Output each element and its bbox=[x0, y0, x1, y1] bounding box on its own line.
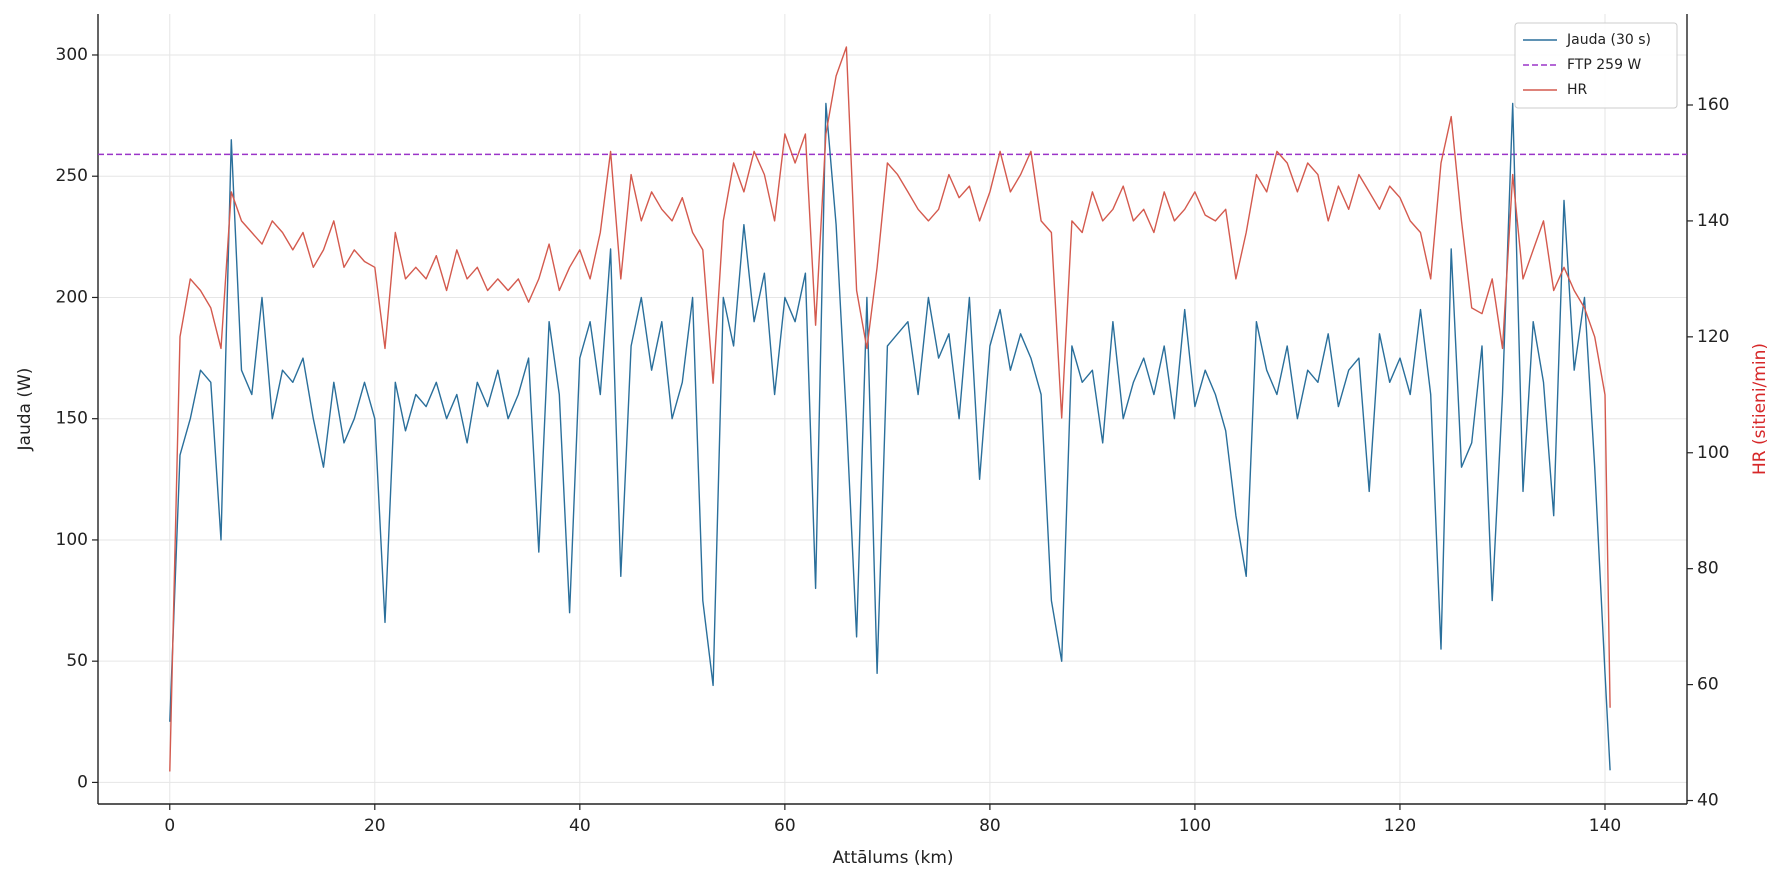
legend-label: HR bbox=[1567, 82, 1588, 98]
y2-tick-label: 160 bbox=[1697, 95, 1729, 115]
y-tick-label: 150 bbox=[56, 409, 88, 429]
legend-box bbox=[1514, 22, 1678, 109]
y-tick-label: 0 bbox=[77, 772, 88, 792]
x-axis-label: Attālums (km) bbox=[832, 848, 953, 868]
legend-label: FTP 259 W bbox=[1567, 57, 1641, 73]
y2-axis-label: HR (sitieni/min) bbox=[1750, 343, 1770, 475]
x-tick-label: 20 bbox=[364, 816, 386, 836]
legend-label: Jauda (30 s) bbox=[1566, 32, 1651, 48]
x-tick-label: 120 bbox=[1384, 816, 1416, 836]
y2-tick-label: 120 bbox=[1697, 327, 1729, 347]
legend: Jauda (30 s) FTP 259 W HR bbox=[1514, 22, 1678, 109]
y2-tick-label: 140 bbox=[1697, 211, 1729, 231]
x-tick-label: 140 bbox=[1589, 816, 1621, 836]
x-tick-label: 80 bbox=[979, 816, 1001, 836]
y2-tick-label: 80 bbox=[1697, 559, 1719, 579]
y2-tick-label: 60 bbox=[1697, 675, 1719, 695]
x-tick-label: 40 bbox=[569, 816, 591, 836]
series-line bbox=[169, 102, 1611, 771]
x-tick-label: 60 bbox=[774, 816, 796, 836]
y2-tick-label: 100 bbox=[1697, 443, 1729, 463]
y-tick-label: 100 bbox=[56, 530, 88, 550]
y-tick-label: 300 bbox=[56, 45, 88, 65]
y-axis-label: Jauda (W) bbox=[15, 368, 35, 452]
series-line bbox=[169, 46, 1611, 772]
y2-tick-label: 40 bbox=[1697, 791, 1719, 811]
x-tick-label: 0 bbox=[164, 816, 175, 836]
x-tick-label: 100 bbox=[1179, 816, 1211, 836]
y-tick-label: 50 bbox=[66, 651, 88, 671]
y-tick-label: 200 bbox=[56, 287, 88, 307]
y-tick-label: 250 bbox=[56, 166, 88, 186]
